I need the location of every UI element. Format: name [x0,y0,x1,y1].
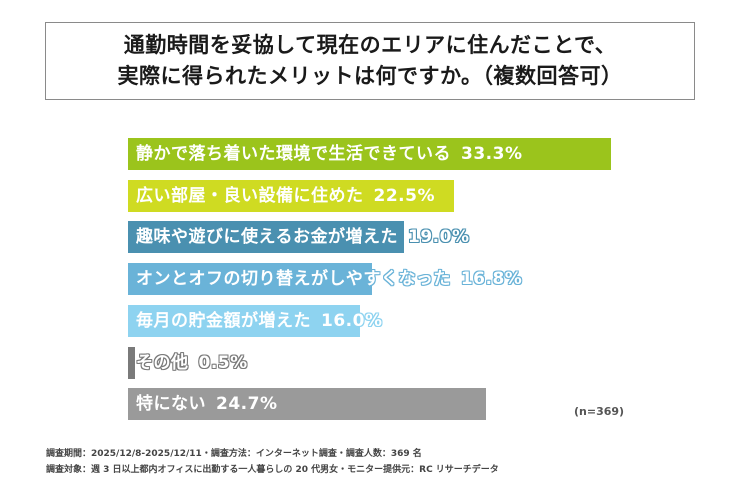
bar [128,388,487,420]
value-label: 16.0% [321,311,383,331]
category-label: 広い部屋・良い設備に住めた [136,186,364,206]
value-label: 0.5% [198,353,248,373]
chart-title-box: 通勤時間を妥協して現在のエリアに住んだことで、 実際に得られたメリットは何ですか… [45,22,695,100]
bar-label: 特にない 24.7% [136,388,277,420]
value-label: 33.3% [461,144,523,164]
bar [128,180,455,212]
chart-title-line-1: 通勤時間を妥協して現在のエリアに住んだことで、 [123,33,617,57]
value-label: 16.8% [460,269,523,289]
chart-title-line-2: 実際に得られたメリットは何ですか。（複数回答可） [117,64,623,88]
bar-label: その他 0.5% [136,347,248,379]
category-label: その他 [136,353,189,373]
bar [128,347,136,379]
sample-size-note: (n=369) [574,405,625,418]
value-label: 24.7% [216,394,278,414]
bar-label: 趣味や遊びに使えるお金が増えた 19.0% [136,221,469,253]
value-label: 19.0% [408,227,470,247]
category-label: オンとオフの切り替えがしやすくなった [136,269,451,289]
bar [128,305,360,337]
category-label: 趣味や遊びに使えるお金が増えた [136,227,398,247]
bar [128,138,611,170]
bar [128,221,404,253]
bar-label: 毎月の貯金額が増えた 16.0% [136,305,382,337]
category-label: 特にない [136,394,206,414]
survey-footnote-2: 調査対象：週 3 日以上都内オフィスに出勤する一人暮らしの 20 代男女・モニタ… [46,465,499,475]
bar-label: 広い部屋・良い設備に住めた 22.5% [136,180,435,212]
category-label: 静かで落ち着いた環境で生活できている [136,144,451,164]
category-label: 毎月の貯金額が増えた [136,311,311,331]
bar-label: 静かで落ち着いた環境で生活できている 33.3% [136,138,522,170]
survey-footnote-1: 調査期間：2025/12/8-2025/12/11・調査方法：インターネット調査… [46,449,422,459]
bar-label: オンとオフの切り替えがしやすくなった 16.8% [136,263,522,295]
value-label: 22.5% [373,186,435,206]
bar [128,263,372,295]
